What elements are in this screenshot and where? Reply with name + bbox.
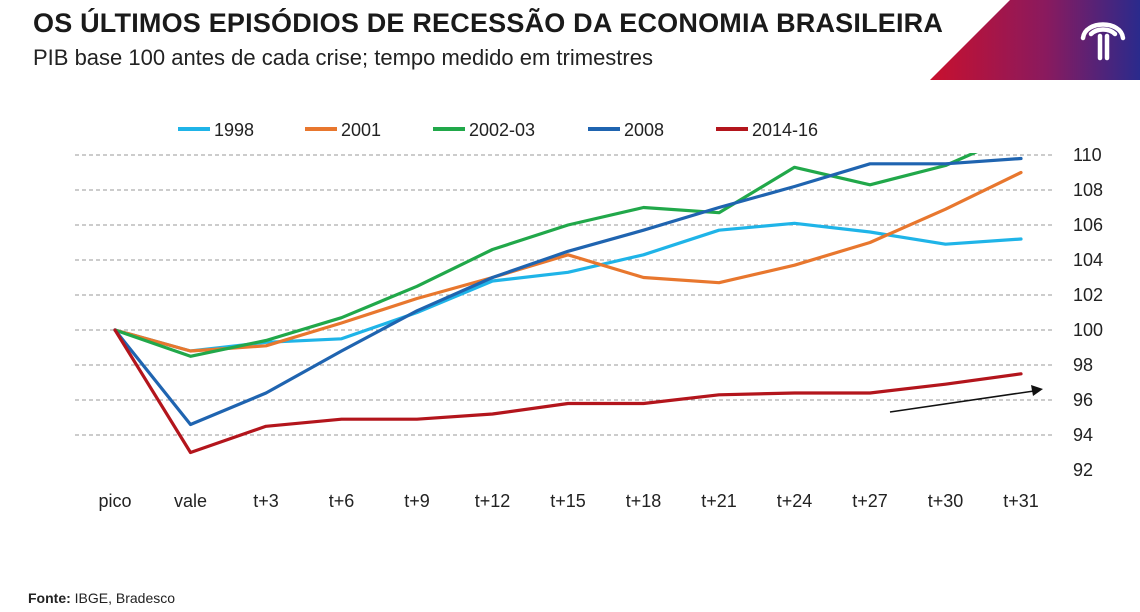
y-tick-label: 102 bbox=[1073, 285, 1103, 305]
series-line-2014-16 bbox=[113, 328, 1023, 455]
y-tick-label: 96 bbox=[1073, 390, 1093, 410]
chart-grid bbox=[75, 154, 1055, 436]
y-tick-label: 100 bbox=[1073, 320, 1103, 340]
x-tick-label: t+21 bbox=[701, 491, 737, 511]
y-tick-label: 104 bbox=[1073, 250, 1103, 270]
x-tick-label: t+6 bbox=[329, 491, 355, 511]
page-title: OS ÚLTIMOS EPISÓDIOS DE RECESSÃO DA ECON… bbox=[33, 8, 944, 38]
x-tick-label: pico bbox=[98, 491, 131, 511]
x-tick-label: t+27 bbox=[852, 491, 888, 511]
source-label: Fonte: bbox=[28, 590, 71, 606]
series-line-2001 bbox=[113, 170, 1023, 353]
source-text: IBGE, Bradesco bbox=[74, 590, 176, 606]
trend-arrow-head bbox=[1031, 385, 1043, 396]
x-tick-label: t+30 bbox=[928, 491, 964, 511]
x-tick-label: t+18 bbox=[626, 491, 662, 511]
y-tick-label: 98 bbox=[1073, 355, 1093, 375]
legend-label: 2014-16 bbox=[752, 120, 818, 140]
page-subtitle: PIB base 100 antes de cada crise; tempo … bbox=[33, 45, 653, 70]
trend-arrow-annotation bbox=[889, 385, 1043, 413]
series-line-2002-03 bbox=[113, 153, 978, 358]
x-tick-label: vale bbox=[174, 491, 207, 511]
y-tick-label: 108 bbox=[1073, 180, 1103, 200]
y-tick-label: 106 bbox=[1073, 215, 1103, 235]
source-note: Fonte: IBGE, Bradesco bbox=[28, 590, 175, 606]
x-tick-label: t+24 bbox=[777, 491, 813, 511]
x-axis-ticks: pico vale t+3 t+6 t+9 t+12 t+15 t+18 t+21 t+24 t+2… bbox=[98, 491, 1038, 511]
chart-series-lines bbox=[113, 153, 1023, 455]
legend-label: 2001 bbox=[341, 120, 381, 140]
x-tick-label: t+9 bbox=[404, 491, 430, 511]
x-tick-label: t+31 bbox=[1003, 491, 1039, 511]
legend-label: 2002-03 bbox=[469, 120, 535, 140]
bradesco-tree-logo-icon bbox=[1080, 22, 1126, 61]
legend-label: 2008 bbox=[624, 120, 664, 140]
legend-label: 1998 bbox=[214, 120, 254, 140]
brand-band-shape bbox=[930, 0, 1140, 80]
y-axis-ticks: 92 94 96 98 100 102 104 106 108 110 bbox=[1073, 145, 1103, 480]
series-line-2008 bbox=[113, 156, 1023, 427]
gdp-recession-chart: 92 94 96 98 100 102 104 106 108 110 pico vale t+3 t+… bbox=[75, 120, 1103, 511]
x-tick-label: t+15 bbox=[550, 491, 586, 511]
y-tick-label: 110 bbox=[1073, 145, 1102, 165]
trend-arrow-shaft bbox=[889, 390, 1035, 413]
y-tick-label: 94 bbox=[1073, 425, 1093, 445]
chart-legend: 1998 2001 2002-03 2008 2014-16 bbox=[178, 120, 818, 140]
series-line-1998 bbox=[113, 221, 1023, 353]
y-tick-label: 92 bbox=[1073, 460, 1093, 480]
x-tick-label: t+3 bbox=[253, 491, 279, 511]
x-tick-label: t+12 bbox=[475, 491, 511, 511]
